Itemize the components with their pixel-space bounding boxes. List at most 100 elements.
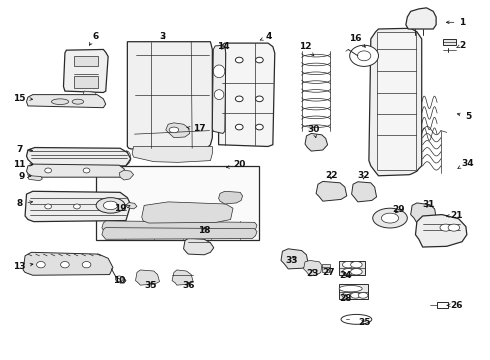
Polygon shape [64,49,108,93]
Ellipse shape [51,99,69,104]
Polygon shape [83,91,96,100]
Text: 28: 28 [340,294,352,303]
Ellipse shape [351,293,360,298]
Text: 15: 15 [13,94,32,103]
Text: 8: 8 [16,199,33,208]
Polygon shape [219,191,243,204]
Ellipse shape [169,127,179,133]
Text: 36: 36 [183,281,195,290]
Ellipse shape [96,198,125,213]
Polygon shape [166,123,190,138]
Ellipse shape [83,168,90,173]
Text: 32: 32 [358,171,370,180]
FancyBboxPatch shape [96,166,259,240]
Text: 3: 3 [159,32,166,41]
Polygon shape [352,182,377,202]
Polygon shape [416,215,467,247]
Text: 34: 34 [458,158,474,168]
Text: 16: 16 [349,34,366,47]
Ellipse shape [98,204,104,209]
Text: 10: 10 [113,276,125,285]
Text: 12: 12 [299,42,314,56]
Ellipse shape [61,261,69,268]
Polygon shape [25,191,131,222]
Polygon shape [142,202,233,223]
Polygon shape [411,203,436,223]
Polygon shape [369,28,422,176]
Ellipse shape [235,57,243,63]
Ellipse shape [256,96,263,102]
FancyBboxPatch shape [339,261,365,275]
Ellipse shape [256,124,263,130]
Polygon shape [172,270,193,285]
FancyBboxPatch shape [377,32,416,170]
FancyBboxPatch shape [322,264,330,272]
Polygon shape [136,270,160,285]
Text: 2: 2 [457,41,465,50]
Polygon shape [119,170,134,180]
Ellipse shape [350,45,378,66]
Polygon shape [184,238,214,255]
FancyBboxPatch shape [339,284,368,299]
Ellipse shape [339,285,362,292]
Text: 9: 9 [19,172,30,181]
Ellipse shape [440,224,451,231]
Ellipse shape [343,269,354,275]
Text: 29: 29 [392,206,405,215]
Polygon shape [281,249,308,269]
Text: 14: 14 [217,42,230,51]
Text: 27: 27 [322,268,334,277]
Ellipse shape [213,65,225,78]
Ellipse shape [343,261,354,268]
Ellipse shape [381,213,399,223]
Polygon shape [132,147,212,162]
Ellipse shape [72,99,84,104]
Text: 1: 1 [446,18,466,27]
Ellipse shape [214,90,224,100]
Polygon shape [26,148,131,166]
Text: 20: 20 [226,160,245,169]
Polygon shape [305,134,328,151]
Text: 23: 23 [306,269,318,278]
Ellipse shape [74,204,80,209]
Polygon shape [26,164,126,177]
Polygon shape [23,252,113,275]
FancyBboxPatch shape [74,56,98,66]
Polygon shape [26,95,106,108]
Ellipse shape [341,314,372,324]
FancyBboxPatch shape [437,302,448,308]
Polygon shape [127,42,212,150]
Polygon shape [304,260,322,276]
Text: 33: 33 [286,256,298,265]
Polygon shape [316,181,347,201]
Ellipse shape [256,57,263,63]
Ellipse shape [373,208,407,228]
Text: 35: 35 [144,281,157,290]
Polygon shape [219,43,275,147]
Text: 26: 26 [447,301,463,310]
FancyBboxPatch shape [443,39,456,45]
Ellipse shape [235,124,243,130]
Text: 19: 19 [114,204,130,213]
Ellipse shape [45,204,51,209]
Ellipse shape [351,269,362,275]
Polygon shape [406,8,436,29]
Text: 4: 4 [260,32,272,41]
Polygon shape [126,203,137,209]
Ellipse shape [235,96,243,102]
Polygon shape [102,221,257,233]
Text: 11: 11 [13,160,32,169]
Ellipse shape [115,276,123,282]
Ellipse shape [37,261,45,268]
Ellipse shape [103,201,118,210]
Ellipse shape [342,293,352,298]
Ellipse shape [358,293,368,298]
Ellipse shape [351,261,362,268]
Text: 7: 7 [16,145,32,154]
FancyBboxPatch shape [382,217,398,221]
Text: 30: 30 [308,125,320,138]
FancyBboxPatch shape [74,76,98,87]
Text: 13: 13 [13,262,33,271]
Text: 5: 5 [457,112,471,121]
Text: 24: 24 [340,271,352,280]
